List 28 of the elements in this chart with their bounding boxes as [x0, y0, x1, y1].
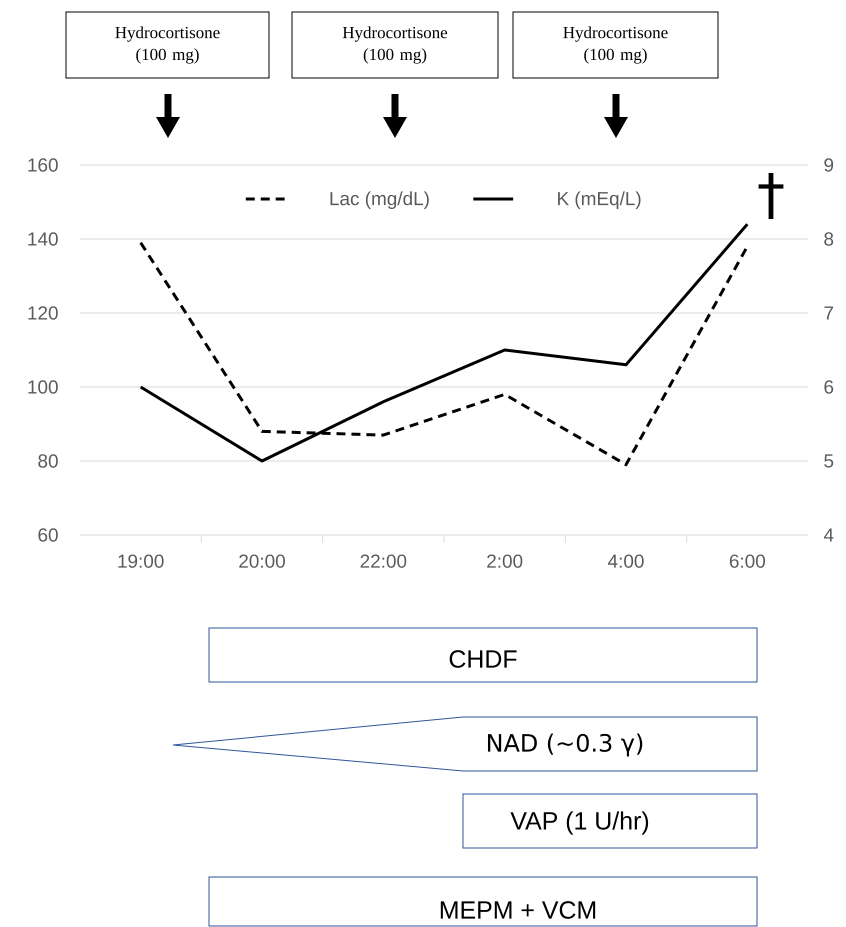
- y2-tick-label: 8: [824, 232, 834, 246]
- x-tick-label: 4:00: [608, 554, 644, 568]
- annotation: †: [758, 172, 784, 220]
- text: Hydrocortisone (100 mg): [563, 26, 668, 64]
- y2-tick-label: 7: [824, 306, 834, 320]
- y2-tick-label: 5: [824, 454, 834, 468]
- text: CHDF: [450, 650, 517, 668]
- legend-label: Lac (mg/dL): [330, 191, 429, 210]
- x-tick-label: 6:00: [730, 554, 766, 568]
- text: VAP (1 U/hr): [510, 811, 648, 835]
- x-tick-label: 22:00: [360, 554, 406, 568]
- x-tick-label: 2:00: [487, 554, 522, 568]
- y2-tick-label: 4: [824, 528, 834, 542]
- y2-tick-label: 6: [824, 380, 834, 394]
- y2-tick-label: 9: [824, 158, 834, 172]
- text: MEPM + VCM: [440, 901, 596, 919]
- x-tick-label: 20:00: [239, 554, 285, 568]
- y-tick-label: 100: [28, 380, 58, 394]
- x-tick-label: 19:00: [118, 554, 164, 568]
- text: NAD (∼0.3 γ): [488, 733, 642, 757]
- y-tick-label: 140: [28, 232, 58, 246]
- y-tick-label: 160: [28, 158, 58, 172]
- text: Hydrocortisone (100 mg): [342, 26, 448, 64]
- y-tick-label: 60: [38, 528, 58, 542]
- y-tick-label: 120: [28, 306, 58, 320]
- legend-label: K (mEq/L): [558, 191, 641, 210]
- text: Hydrocortisone (100 mg): [115, 26, 220, 64]
- y-tick-label: 80: [38, 454, 58, 468]
